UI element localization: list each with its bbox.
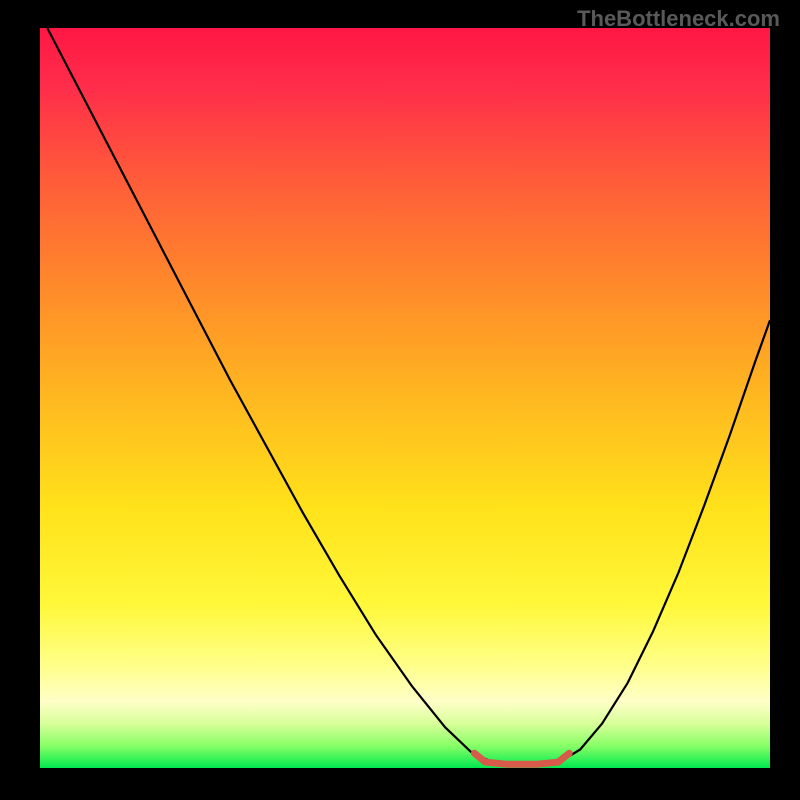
- bottleneck-chart: [40, 28, 770, 768]
- gradient-background: [40, 28, 770, 768]
- watermark-text: TheBottleneck.com: [577, 6, 780, 32]
- chart-svg: [40, 28, 770, 768]
